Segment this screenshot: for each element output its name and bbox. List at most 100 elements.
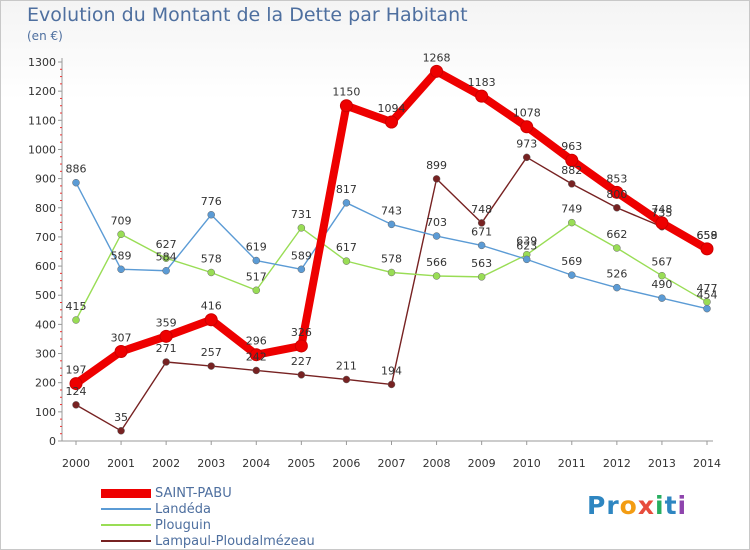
y-tick-label: 600 xyxy=(35,260,56,273)
data-label: 973 xyxy=(516,137,537,150)
data-label: 257 xyxy=(201,346,222,359)
x-tick-label: 2006 xyxy=(332,457,360,470)
data-point xyxy=(207,211,215,219)
data-point xyxy=(568,218,576,227)
data-point xyxy=(477,241,486,250)
data-point xyxy=(342,257,351,265)
data-label: 589 xyxy=(291,249,312,262)
logo-letter: r xyxy=(606,491,620,520)
data-label: 584 xyxy=(156,251,177,264)
legend-swatch xyxy=(101,524,151,526)
data-point xyxy=(385,115,398,129)
data-label: 326 xyxy=(291,326,312,339)
data-point xyxy=(204,313,218,327)
data-label: 748 xyxy=(471,203,492,216)
y-tick-label: 500 xyxy=(35,289,56,302)
data-label: 242 xyxy=(246,350,267,363)
data-point xyxy=(252,286,261,295)
data-point xyxy=(339,99,353,113)
data-point xyxy=(658,271,666,280)
legend-label: SAINT-PABU xyxy=(155,485,232,501)
data-label: 899 xyxy=(426,159,447,172)
data-point xyxy=(72,178,80,187)
data-label: 563 xyxy=(471,257,492,270)
x-tick-label: 2000 xyxy=(62,457,90,470)
data-label: 853 xyxy=(606,172,627,185)
logo-letter: i xyxy=(677,491,688,520)
logo-letter: o xyxy=(619,491,638,520)
y-tick-label: 1000 xyxy=(28,143,56,156)
data-label: 415 xyxy=(66,300,87,313)
data-label: 567 xyxy=(651,256,672,269)
data-point xyxy=(342,199,351,207)
data-label: 800 xyxy=(606,188,627,201)
data-point xyxy=(162,358,170,366)
chart-subtitle: (en €) xyxy=(27,29,63,43)
x-tick-label: 2003 xyxy=(197,457,225,470)
data-label: 526 xyxy=(606,268,627,281)
x-tick-label: 2008 xyxy=(423,457,451,470)
logo-letter: t xyxy=(664,491,678,520)
data-label: 748 xyxy=(651,203,672,216)
data-point xyxy=(432,272,441,280)
legend-label: Plouguin xyxy=(155,517,211,533)
data-label: 271 xyxy=(156,342,177,355)
data-point xyxy=(658,294,666,302)
data-label: 1150 xyxy=(332,86,360,99)
data-label: 1268 xyxy=(423,51,451,64)
data-point xyxy=(522,255,531,264)
data-label: 454 xyxy=(697,289,718,302)
data-point xyxy=(565,153,579,167)
legend-item-saint-pabu: SAINT-PABU xyxy=(101,485,315,501)
x-tick-label: 2001 xyxy=(107,457,135,470)
data-label: 35 xyxy=(114,411,128,424)
data-point xyxy=(249,348,263,362)
data-point xyxy=(703,304,711,313)
data-point xyxy=(342,375,351,384)
legend-item-plouguin: Plouguin xyxy=(101,517,315,533)
data-point xyxy=(72,316,80,324)
data-point xyxy=(294,339,308,353)
x-tick-label: 2012 xyxy=(603,457,631,470)
legend-swatch xyxy=(101,540,151,542)
data-point xyxy=(207,362,215,370)
logo-letter: x xyxy=(637,491,655,520)
data-label: 639 xyxy=(516,235,537,248)
data-label: 569 xyxy=(561,255,582,268)
data-point xyxy=(387,220,396,229)
data-point xyxy=(432,175,441,183)
data-point xyxy=(117,230,125,239)
data-point xyxy=(162,254,170,262)
data-point xyxy=(568,180,576,188)
y-tick-label: 800 xyxy=(35,202,56,215)
data-point xyxy=(252,256,261,265)
x-tick-label: 2004 xyxy=(242,457,270,470)
data-label: 731 xyxy=(291,208,312,221)
legend-label: Lampaul-Ploudalmézeau xyxy=(155,533,315,549)
data-point xyxy=(72,401,80,409)
y-tick-label: 700 xyxy=(35,231,56,244)
data-point xyxy=(522,153,531,162)
data-point xyxy=(430,64,444,78)
data-label: 307 xyxy=(111,331,132,344)
y-tick-label: 300 xyxy=(35,348,56,361)
data-point xyxy=(297,371,306,379)
data-point xyxy=(387,380,396,389)
data-label: 749 xyxy=(561,203,582,216)
data-point xyxy=(117,265,125,274)
legend-label: Landéda xyxy=(155,501,211,517)
data-point xyxy=(114,344,128,358)
data-point xyxy=(387,268,396,277)
data-label: 623 xyxy=(516,239,537,252)
data-point xyxy=(613,244,621,252)
data-point xyxy=(162,266,170,275)
x-tick-label: 2013 xyxy=(648,457,676,470)
data-label: 1078 xyxy=(513,107,541,120)
data-label: 627 xyxy=(156,238,177,251)
data-point xyxy=(297,265,306,274)
data-point xyxy=(297,224,306,232)
y-tick-label: 100 xyxy=(35,406,56,419)
x-tick-label: 2002 xyxy=(152,457,180,470)
data-label: 658 xyxy=(697,229,718,242)
data-label: 578 xyxy=(201,252,222,265)
